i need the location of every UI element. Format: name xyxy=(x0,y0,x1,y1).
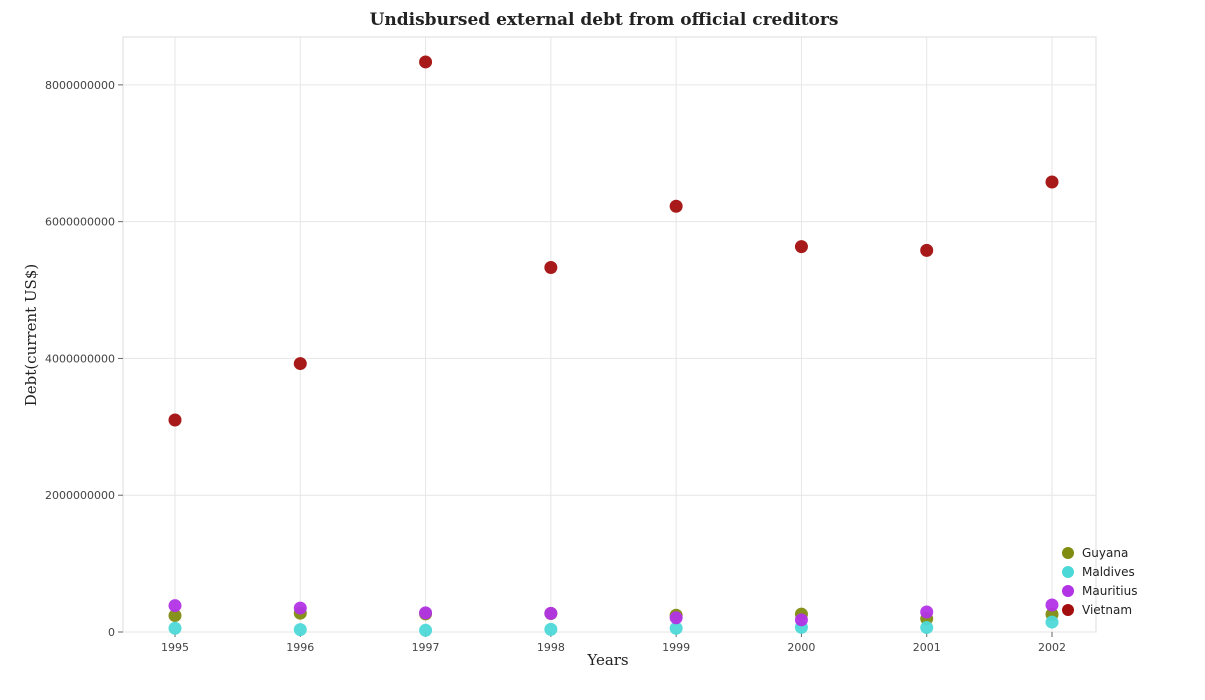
legend-label-guyana: Guyana xyxy=(1082,546,1128,560)
x-tick-label: 2000 xyxy=(787,641,815,654)
x-tick-label: 1995 xyxy=(161,641,189,654)
legend-label-vietnam: Vietnam xyxy=(1082,603,1132,617)
point-maldives-1995 xyxy=(168,621,182,635)
y-tick-label: 2000000000 xyxy=(45,489,115,502)
point-mauritius-1999 xyxy=(669,611,683,625)
point-vietnam-1997 xyxy=(419,55,433,69)
point-mauritius-2002 xyxy=(1045,598,1059,612)
x-tick-label: 1997 xyxy=(412,641,440,654)
y-tick-label: 8000000000 xyxy=(45,79,115,92)
point-vietnam-2000 xyxy=(794,240,808,254)
point-vietnam-2002 xyxy=(1045,175,1059,189)
x-tick-label: 2001 xyxy=(913,641,941,654)
y-tick-label: 0 xyxy=(108,626,115,639)
y-tick-label: 4000000000 xyxy=(45,352,115,365)
plot-area xyxy=(122,36,1097,633)
point-mauritius-1995 xyxy=(168,599,182,613)
x-tick-label: 1999 xyxy=(662,641,690,654)
y-axis-label: Debt(current US$) xyxy=(22,264,40,406)
point-mauritius-1998 xyxy=(544,606,558,620)
point-maldives-1999 xyxy=(669,621,683,635)
legend-marker-vietnam xyxy=(1062,604,1074,616)
point-mauritius-2001 xyxy=(920,605,934,619)
point-mauritius-1996 xyxy=(293,601,307,615)
legend-label-maldives: Maldives xyxy=(1082,565,1135,579)
chart-title: Undisbursed external debt from official … xyxy=(370,10,839,30)
point-vietnam-2001 xyxy=(920,243,934,257)
legend-marker-maldives xyxy=(1062,566,1074,578)
y-tick-label: 6000000000 xyxy=(45,216,115,229)
point-vietnam-1996 xyxy=(293,357,307,371)
point-maldives-2001 xyxy=(920,621,934,635)
series-vietnam xyxy=(168,55,1059,427)
series-mauritius xyxy=(168,598,1059,627)
legend: Guyana Maldives Mauritius Vietnam xyxy=(1062,546,1137,617)
legend-marker-mauritius xyxy=(1062,585,1074,597)
x-tick-label: 1996 xyxy=(286,641,314,654)
point-maldives-1996 xyxy=(293,623,307,637)
x-axis-ticks: 1995 1996 1997 1998 1999 2000 2001 2002 xyxy=(161,632,1066,654)
data-points xyxy=(168,55,1059,637)
point-maldives-1997 xyxy=(419,623,433,637)
legend-label-mauritius: Mauritius xyxy=(1082,584,1137,598)
x-axis-label: Years xyxy=(586,651,628,669)
point-mauritius-1997 xyxy=(419,606,433,620)
point-maldives-1998 xyxy=(544,622,558,636)
grid-lines xyxy=(123,37,1096,633)
x-tick-label: 1998 xyxy=(537,641,565,654)
series-maldives xyxy=(168,615,1059,637)
point-vietnam-1995 xyxy=(168,413,182,427)
point-maldives-2002 xyxy=(1045,615,1059,629)
legend-marker-guyana xyxy=(1062,547,1074,559)
x-tick-label: 2002 xyxy=(1038,641,1066,654)
y-axis-ticks: 0 2000000000 4000000000 6000000000 800000000… xyxy=(45,79,123,639)
point-mauritius-2000 xyxy=(794,613,808,627)
point-vietnam-1998 xyxy=(544,260,558,274)
point-vietnam-1999 xyxy=(669,199,683,213)
point-guyana-1995 xyxy=(168,609,182,623)
